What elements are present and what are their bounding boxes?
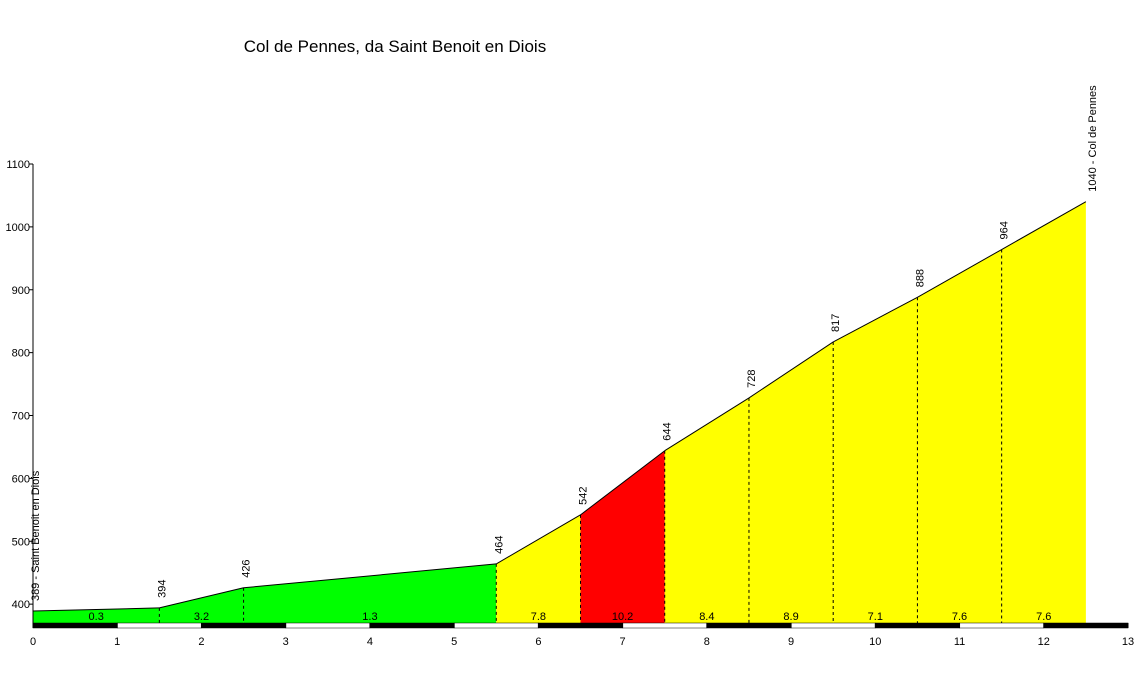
- profile-line: [664, 397, 750, 452]
- y-tick-label: 500: [12, 536, 30, 548]
- point-label: 389 - Saint Benoit en Diois: [30, 470, 42, 601]
- profile-segment: [748, 341, 834, 623]
- gradient-label: 10.2: [612, 611, 633, 623]
- profile-segment: [33, 607, 160, 623]
- y-tick-label: 400: [12, 599, 30, 611]
- profile-line: [832, 296, 918, 343]
- profile-segment: [917, 249, 1002, 623]
- point-label: 728: [746, 370, 758, 388]
- y-tick-label: 600: [12, 473, 30, 485]
- gradient-label: 7.8: [531, 611, 546, 623]
- km-bar: [622, 622, 708, 629]
- km-bar: [959, 622, 1045, 629]
- y-tick-label: 900: [12, 285, 30, 297]
- profile-line: [1001, 201, 1087, 250]
- profile-segment: [580, 450, 665, 623]
- gradient-label: 7.6: [1036, 611, 1051, 623]
- profile-line: [496, 514, 581, 565]
- y-tick-label: 700: [12, 411, 30, 423]
- x-tick-label: 8: [704, 636, 710, 648]
- point-label: 426: [241, 559, 253, 577]
- km-bar: [538, 622, 623, 629]
- point-label: 964: [999, 221, 1011, 239]
- km-bar: [201, 622, 286, 629]
- km-bar: [1043, 622, 1129, 629]
- x-tick-label: 3: [283, 636, 289, 648]
- profile-line: [243, 563, 497, 589]
- km-bar: [875, 622, 960, 629]
- profile-segment: [1001, 201, 1086, 624]
- x-tick-label: 13: [1122, 636, 1134, 648]
- point-label: 542: [578, 486, 590, 504]
- km-bar: [790, 622, 876, 629]
- gradient-label: 8.4: [699, 611, 714, 623]
- gradient-label: 0.3: [89, 611, 104, 623]
- km-bar: [369, 622, 455, 629]
- km-bar: [706, 622, 792, 629]
- gradient-label: 7.6: [952, 611, 967, 623]
- km-bar: [32, 622, 118, 629]
- profile-line: [580, 450, 666, 516]
- x-tick-label: 5: [451, 636, 457, 648]
- y-tick-label: 800: [12, 348, 30, 360]
- gradient-label: 7.1: [868, 611, 883, 623]
- gradient-label: 1.3: [362, 611, 377, 623]
- km-bar: [453, 622, 539, 629]
- km-bar: [116, 622, 202, 629]
- gradient-label: 8.9: [783, 611, 798, 623]
- point-label: 817: [830, 314, 842, 332]
- profile-segment: [243, 563, 497, 623]
- chart-title: Col de Pennes, da Saint Benoit en Diois: [244, 37, 546, 56]
- x-tick-label: 11: [954, 636, 965, 648]
- profile-line: [917, 249, 1002, 298]
- y-tick-label: 1000: [6, 222, 30, 234]
- profile-line: [748, 341, 834, 399]
- point-label: 394: [156, 580, 168, 598]
- x-tick-label: 9: [788, 636, 794, 648]
- x-tick-label: 7: [620, 636, 626, 648]
- x-tick-label: 4: [367, 636, 373, 648]
- x-tick-label: 2: [198, 636, 204, 648]
- gradient-label: 3.2: [194, 611, 209, 623]
- point-label: 644: [662, 422, 674, 440]
- point-label: 1040 - Col de Pennes: [1087, 85, 1099, 192]
- y-tick-label: 1100: [6, 159, 30, 171]
- x-tick-label: 12: [1038, 636, 1050, 648]
- profile-segment: [496, 514, 581, 623]
- point-label: 464: [493, 536, 505, 554]
- x-tick-label: 6: [535, 636, 541, 648]
- profile-segment: [833, 297, 918, 623]
- x-tick-label: 1: [114, 636, 120, 648]
- x-tick-label: 0: [30, 636, 36, 648]
- profile-line: [32, 607, 160, 612]
- km-bar: [285, 622, 371, 629]
- profile-line: [159, 587, 244, 609]
- profile-segment: [664, 397, 749, 623]
- x-tick-label: 10: [869, 636, 881, 648]
- point-label: 888: [914, 269, 926, 287]
- profile-segment: [159, 587, 244, 623]
